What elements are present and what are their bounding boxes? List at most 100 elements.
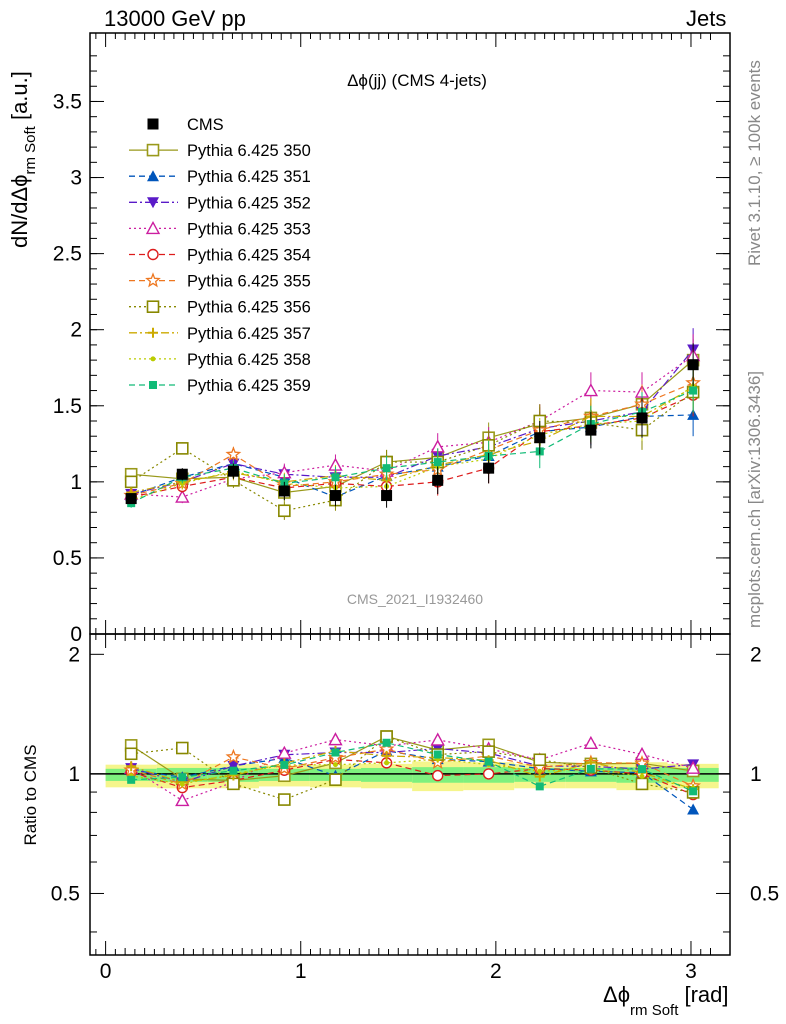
ratio-tick-label: 2 (68, 643, 80, 666)
data-point (175, 489, 190, 503)
ratio-tick-label: 0.5 (51, 882, 80, 905)
legend-label: Pythia 6.425 358 (187, 351, 311, 369)
data-point (432, 474, 444, 486)
data-point (329, 773, 342, 786)
y-tick-label: 1.5 (53, 395, 82, 418)
data-point (533, 753, 547, 767)
data-point (227, 465, 239, 477)
y-axis-label: dN/dΔϕrm Soft [a.u.] (7, 71, 39, 248)
data-point (277, 745, 292, 759)
band-inner-segment (361, 767, 413, 782)
series-line (130, 385, 694, 501)
ratio-series-line (130, 735, 694, 782)
data-point (225, 446, 242, 462)
data-point (689, 386, 698, 395)
data-point (332, 762, 338, 768)
x-tick-label: 3 (685, 960, 697, 983)
legend-entry: Pythia 6.425 351 (129, 168, 311, 186)
data-point (148, 327, 158, 338)
ratio-series-line (130, 750, 694, 790)
data-point (689, 787, 698, 796)
legend-entry: Pythia 6.425 354 (129, 247, 311, 265)
series-pythia-6-425-354 (125, 373, 699, 801)
data-point (687, 359, 699, 371)
data-point (229, 766, 238, 775)
data-point (124, 747, 138, 761)
data-point (685, 760, 701, 774)
data-point (583, 735, 599, 750)
y-axis-label-sub: rm Soft (22, 125, 39, 174)
data-point (430, 732, 445, 746)
data-point (175, 793, 190, 807)
legend-label: Pythia 6.425 355 (187, 273, 311, 291)
legend-entry: Pythia 6.425 353 (129, 220, 311, 238)
data-point (127, 775, 136, 784)
ratio-plot-frame (89, 633, 731, 956)
y-tick-label: 1 (70, 471, 82, 494)
legend-label: Pythia 6.425 356 (187, 299, 311, 317)
x-axis-label-sub: rm Soft (630, 1002, 679, 1019)
series-line (131, 355, 694, 498)
y-tick-label: 2 (70, 319, 82, 342)
ratio-series-line (131, 750, 694, 810)
legend-label: Pythia 6.425 352 (187, 194, 311, 212)
data-point (147, 248, 159, 261)
legend-entry: Pythia 6.425 358 (129, 351, 311, 369)
data-point (327, 749, 344, 765)
energy-label: 13000 GeV pp (104, 6, 246, 31)
legend-entry: CMS (147, 116, 224, 134)
data-point (534, 432, 546, 444)
data-point (381, 750, 392, 761)
x-axis: 0 1 2 3 (95, 33, 711, 983)
main-y-axis: 0 0.5 1 1.5 2 2.5 3 3.5 (53, 55, 730, 646)
data-point (583, 383, 599, 397)
data-point (145, 220, 161, 235)
data-point (176, 468, 188, 480)
y-tick-label: 3.5 (53, 90, 82, 113)
rivet-version-label: Rivet 3.1.10, ≥ 100k events (745, 60, 764, 266)
data-point (145, 272, 161, 288)
data-point (175, 741, 189, 755)
series-line (130, 390, 694, 504)
legend-label: Pythia 6.425 353 (187, 220, 311, 238)
data-point (433, 750, 442, 759)
ratio-tick-label-right: 0.5 (750, 882, 779, 905)
series-pythia-6-425-358 (128, 364, 696, 791)
y-tick-label: 3 (70, 167, 82, 190)
series-line (130, 391, 694, 512)
legend-label: Pythia 6.425 357 (187, 325, 311, 343)
data-point (537, 768, 543, 774)
legend: CMS Pythia 6.425 350 Pythia 6.425 351 Pythi… (129, 116, 311, 395)
data-point (687, 803, 700, 815)
data-point (178, 773, 187, 782)
data-point (147, 118, 159, 130)
ratio-series-line (131, 747, 694, 783)
series-pythia-6-425-352 (125, 328, 700, 789)
data-point (149, 381, 157, 389)
y-tick-label: 0.5 (53, 547, 82, 570)
y-axis-label-unit: [a.u.] (7, 71, 32, 126)
data-point (179, 781, 185, 787)
series-line (131, 382, 694, 497)
data-point (331, 473, 340, 482)
data-point (146, 143, 160, 157)
data-point (175, 442, 189, 455)
ratio-series-line (131, 748, 694, 787)
series-pythia-6-425-353 (123, 334, 701, 807)
data-point (124, 475, 138, 489)
x-axis-label-unit: [rad] (678, 982, 728, 1007)
data-point (278, 793, 291, 806)
data-point (586, 764, 595, 773)
y-tick-label: 0 (70, 623, 82, 646)
legend-entry: Pythia 6.425 359 (129, 377, 311, 395)
data-point (484, 757, 493, 766)
x-axis-label: Δϕrm Soft [rad] (603, 982, 729, 1019)
data-point (636, 412, 648, 424)
ratio-series-line (131, 742, 694, 792)
ratio-series-line (131, 758, 694, 789)
data-point (329, 490, 341, 502)
legend-label: CMS (187, 116, 224, 134)
category-label: Jets (686, 6, 727, 31)
legend-label: Pythia 6.425 350 (187, 142, 311, 160)
data-point (280, 760, 289, 769)
